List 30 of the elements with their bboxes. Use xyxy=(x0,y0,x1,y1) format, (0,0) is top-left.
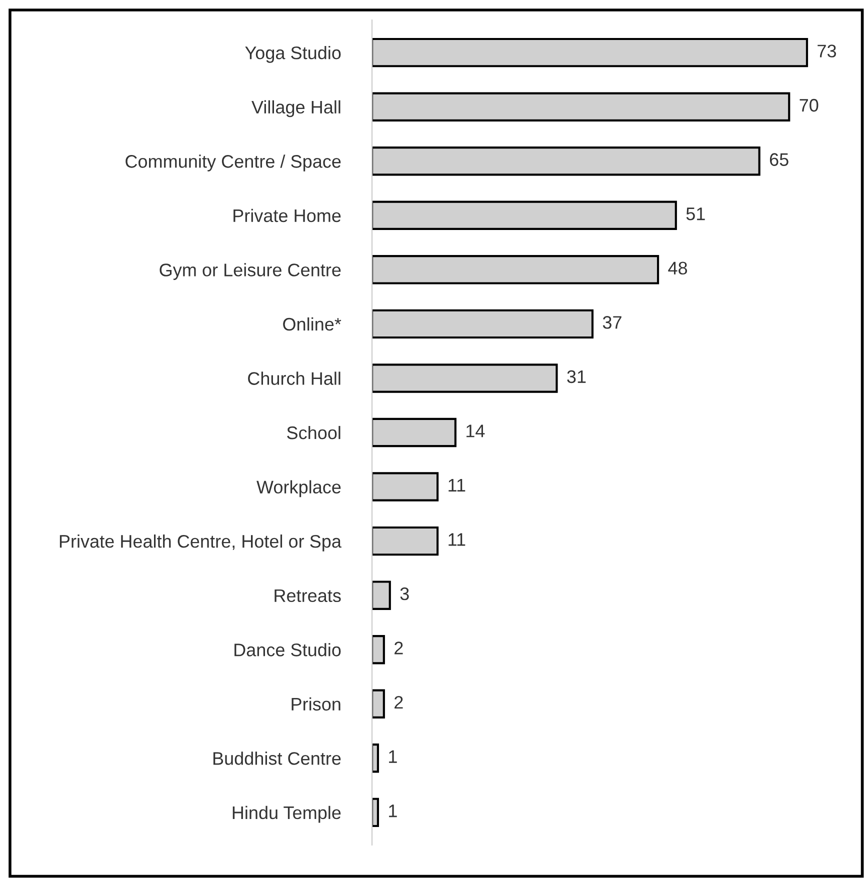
y-tick-label: Hindu Temple xyxy=(232,806,341,823)
data-label: 3 xyxy=(400,587,409,600)
data-label: 11 xyxy=(448,533,466,546)
data-label: 1 xyxy=(389,804,397,818)
y-tick-label: Private Home xyxy=(234,208,341,222)
data-label: 65 xyxy=(770,153,788,166)
data-label: 48 xyxy=(668,262,688,275)
data-label: 2 xyxy=(394,642,403,654)
data-label: 37 xyxy=(602,316,622,329)
data-label: 2 xyxy=(394,696,403,709)
y-tick-label: Prison xyxy=(292,697,340,711)
data-label: 11 xyxy=(448,479,466,492)
data-label: 31 xyxy=(567,370,586,384)
y-tick-label: Community Centre / Space xyxy=(126,154,341,172)
y-tick-label: Buddhist Centre xyxy=(213,752,341,765)
data-label: 14 xyxy=(466,424,485,438)
y-tick-label: School xyxy=(287,426,340,440)
y-tick-label: Dance Studio xyxy=(234,643,341,656)
y-tick-label: Online* xyxy=(283,317,342,331)
y-tick-label: Private Health Centre, Hotel or Spa xyxy=(60,534,342,552)
y-tick-label: Yoga Studio xyxy=(245,46,341,63)
y-tick-label: Gym or Leisure Centre xyxy=(160,263,341,280)
y-tick-label: Church Hall xyxy=(248,372,340,385)
data-label: 73 xyxy=(818,44,836,58)
y-tick-label: Village Hall xyxy=(252,100,340,118)
data-label: 51 xyxy=(686,208,705,220)
y-tick-label: Workplace xyxy=(256,480,341,498)
data-label: 1 xyxy=(389,750,397,763)
data-label: 70 xyxy=(800,98,818,112)
y-tick-label: Retreats xyxy=(274,589,341,602)
